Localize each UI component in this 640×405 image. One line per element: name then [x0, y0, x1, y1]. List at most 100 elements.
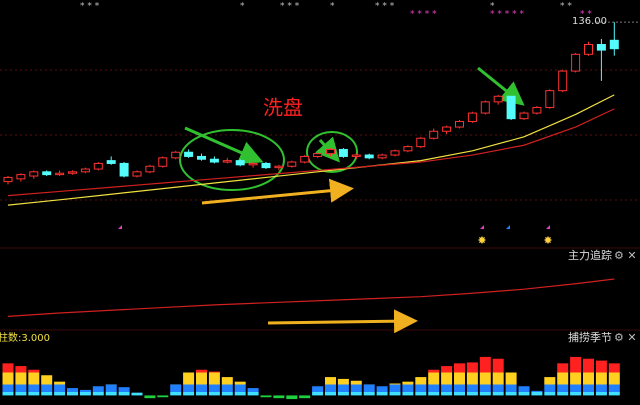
candle-body	[222, 160, 232, 163]
candle-body	[145, 165, 155, 173]
candle-body	[300, 155, 310, 163]
histogram-bar	[325, 377, 336, 396]
histogram-bar	[376, 386, 388, 396]
histogram-bar	[312, 386, 324, 396]
candle-body	[455, 120, 464, 128]
histogram-bar	[28, 369, 40, 396]
histogram-bar	[208, 371, 220, 396]
candle-body	[558, 70, 568, 92]
candle-body	[532, 106, 542, 114]
indicator-label: 柱数:3.000	[0, 331, 50, 344]
svg-text:* * *: * * *	[80, 2, 100, 12]
svg-text:* * *: * * *	[280, 2, 300, 12]
histogram-bar	[79, 389, 91, 396]
histogram-bar	[531, 390, 543, 396]
signal-stars: * * * * * * * * * * * * * *	[80, 2, 572, 12]
svg-text:⚙ ✕: ⚙ ✕	[614, 331, 637, 344]
histogram-bar	[544, 377, 556, 396]
histogram-bar	[105, 384, 117, 396]
histogram-bar	[118, 387, 130, 396]
histogram-bar	[234, 381, 246, 396]
histogram-bar	[557, 363, 569, 396]
candle-body	[29, 171, 39, 177]
svg-text:*: *	[330, 2, 335, 12]
candle-body	[338, 148, 348, 157]
svg-text:* * * * *: * * * * *	[490, 10, 524, 20]
candle-body	[442, 126, 452, 132]
panel-title: 捕捞季节	[568, 330, 612, 344]
signal-markers: ✸ ✸	[118, 225, 553, 247]
histogram-bar	[41, 375, 53, 396]
candle-body	[584, 43, 593, 55]
ma-line	[7, 278, 615, 317]
histogram-bar	[595, 360, 607, 396]
ma-line	[7, 94, 615, 206]
candle-body	[248, 162, 258, 166]
candle-body	[609, 39, 619, 50]
candle-body	[571, 53, 581, 72]
candle-body	[326, 148, 335, 155]
histogram-bar	[247, 388, 259, 396]
candle-body	[313, 153, 323, 157]
svg-text:* *: * *	[560, 2, 572, 12]
svg-text:✸: ✸	[477, 234, 486, 247]
histogram-bar	[505, 372, 517, 396]
histogram-bar	[479, 356, 491, 396]
svg-text:*: *	[240, 2, 245, 12]
svg-text:*: *	[490, 2, 495, 12]
histogram-bar	[183, 372, 195, 396]
candle-body	[545, 90, 555, 108]
histogram-bar	[260, 395, 272, 398]
histogram-bar	[428, 369, 440, 396]
candle-body	[390, 150, 400, 156]
histogram-bar	[583, 358, 594, 396]
candle-body	[467, 112, 477, 122]
candle-body	[493, 95, 503, 103]
histogram-bar	[299, 395, 311, 399]
candle-body	[184, 151, 194, 157]
histogram-bar	[441, 366, 453, 396]
candle-body	[416, 137, 426, 148]
histogram-bar	[92, 386, 104, 396]
svg-text:✸: ✸	[543, 234, 552, 247]
candle-body	[364, 154, 374, 159]
histogram-bar	[170, 384, 182, 396]
histogram-bar	[196, 369, 207, 396]
histogram-bar	[570, 356, 582, 396]
candle-body	[197, 155, 206, 160]
histogram-bar	[337, 378, 349, 396]
price-label: 136.00	[572, 16, 607, 27]
candle-body	[209, 158, 219, 163]
histogram-bar	[286, 395, 298, 400]
candle-body	[261, 162, 271, 169]
histogram-bar	[221, 377, 233, 396]
candle-body	[596, 43, 606, 51]
histogram-bar	[454, 363, 465, 396]
svg-text:* *: * *	[580, 10, 592, 20]
ma-line	[7, 108, 615, 197]
candle-body	[119, 162, 129, 177]
svg-text:* * * *: * * * *	[410, 10, 437, 20]
candle-body	[403, 146, 413, 152]
histogram-bar	[363, 384, 375, 396]
panel-icons[interactable]: ⚙ ✕ ⚙ ✕	[614, 249, 637, 344]
candle-body	[68, 171, 77, 174]
candle-body	[274, 165, 284, 169]
candle-body	[351, 154, 361, 157]
svg-text:* * *: * * *	[375, 2, 395, 12]
histogram-bar	[350, 380, 362, 396]
candle-body	[429, 130, 439, 139]
histogram-bar	[466, 362, 478, 396]
candle-body	[158, 157, 168, 167]
candle-body	[55, 172, 65, 176]
histogram-bar	[415, 377, 427, 396]
candle-body	[287, 161, 297, 167]
histogram-bar	[144, 395, 156, 399]
histogram-bar	[2, 363, 14, 396]
svg-text:⚙ ✕: ⚙ ✕	[614, 249, 637, 262]
histogram-bar	[54, 381, 66, 396]
candle-body	[235, 160, 245, 166]
candle-body	[506, 95, 516, 120]
histogram-bar	[131, 392, 143, 396]
